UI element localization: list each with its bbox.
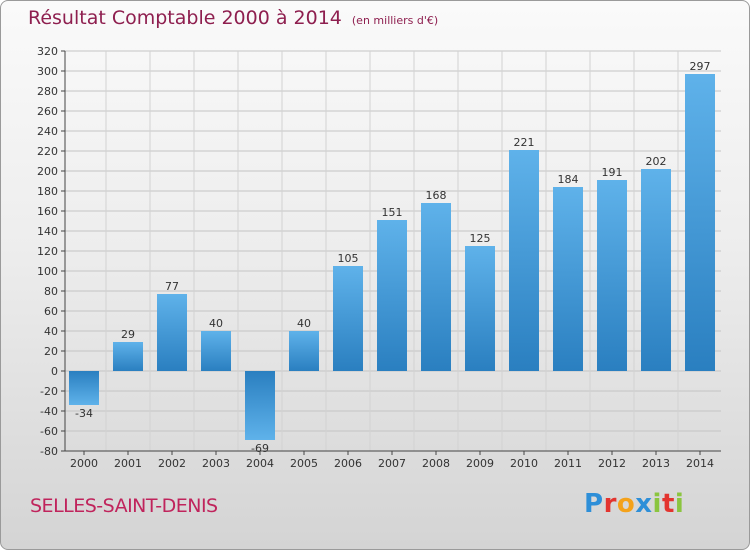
y-tick-label: 160: [37, 205, 58, 218]
y-tick-label: 40: [44, 325, 58, 338]
y-tick-label: 0: [51, 365, 58, 378]
logo-letter: P: [584, 489, 604, 519]
data-label: 221: [514, 136, 535, 149]
data-labels: -34 29 77 40 -69 40 105 151 168 125 221 184 191 202 29…: [75, 60, 710, 455]
y-tick-label: 280: [37, 85, 58, 98]
logo-letter: x: [635, 489, 653, 519]
bar-2010[interactable]: [509, 150, 539, 371]
y-tick-label: -20: [40, 385, 58, 398]
bar-2013[interactable]: [641, 169, 671, 371]
y-tick-label: 180: [37, 185, 58, 198]
y-tick-label: 140: [37, 225, 58, 238]
y-tick-label: 60: [44, 305, 58, 318]
bar-2005[interactable]: [289, 331, 319, 371]
x-tick-label: 2001: [114, 457, 142, 470]
bar-2011[interactable]: [553, 187, 583, 371]
data-label: -69: [251, 442, 269, 455]
x-axis: 2000 2001 2002 2003 2004 2005 2006 2007 2008 2009…: [65, 450, 721, 470]
x-tick-label: 2004: [246, 457, 274, 470]
x-tick-label: 2008: [422, 457, 450, 470]
x-tick-label: 2003: [202, 457, 230, 470]
x-tick-label: 2002: [158, 457, 186, 470]
y-tick-label: 80: [44, 285, 58, 298]
logo-letter: o: [616, 489, 636, 519]
x-tick-label: 2013: [642, 457, 670, 470]
y-tick-label: 300: [37, 65, 58, 78]
data-label: 184: [558, 173, 579, 186]
data-label: -34: [75, 407, 93, 420]
data-label: 151: [382, 206, 403, 219]
y-tick-label: 120: [37, 245, 58, 258]
x-tick-label: 2014: [686, 457, 714, 470]
data-label: 191: [602, 166, 623, 179]
data-label: 77: [165, 280, 179, 293]
place-name: SELLES-SAINT-DENIS: [30, 495, 218, 517]
x-tick-label: 2012: [598, 457, 626, 470]
x-tick-label: 2011: [554, 457, 582, 470]
proxiti-logo[interactable]: Proxiti: [584, 489, 684, 519]
data-label: 125: [470, 232, 491, 245]
bar-2014[interactable]: [685, 74, 715, 371]
chart-title: Résultat Comptable 2000 à 2014 (en millie…: [28, 7, 438, 29]
data-label: 202: [646, 155, 667, 168]
y-tick-label: 100: [37, 265, 58, 278]
bar-2007[interactable]: [377, 220, 407, 371]
x-tick-label: 2005: [290, 457, 318, 470]
bar-2000[interactable]: [69, 371, 99, 405]
y-tick-label: 260: [37, 105, 58, 118]
data-label: 105: [338, 252, 359, 265]
y-tick-label: 240: [37, 125, 58, 138]
chart-subtitle: (en milliers d'€): [351, 14, 439, 27]
y-tick-label: 20: [44, 345, 58, 358]
bar-2001[interactable]: [113, 342, 143, 371]
bar-2009[interactable]: [465, 246, 495, 371]
data-label: 297: [690, 60, 711, 73]
bars: [69, 74, 715, 440]
bar-2003[interactable]: [201, 331, 231, 371]
bar-2008[interactable]: [421, 203, 451, 371]
x-tick-label: 2006: [334, 457, 362, 470]
data-label: 168: [426, 189, 447, 202]
logo-letter: i: [652, 489, 662, 519]
bar-2004[interactable]: [245, 371, 275, 440]
y-tick-label: 320: [37, 45, 58, 58]
x-tick-label: 2010: [510, 457, 538, 470]
y-axis: -80 -60 -40 -20 0 20 40 60 80 100 120 140 160 180 200 2…: [37, 45, 66, 458]
y-tick-label: -80: [40, 445, 58, 458]
x-tick-label: 2000: [70, 457, 98, 470]
data-label: 40: [297, 317, 311, 330]
data-label: 29: [121, 328, 135, 341]
y-tick-label: 220: [37, 145, 58, 158]
y-tick-label: 200: [37, 165, 58, 178]
logo-letter: i: [674, 489, 685, 519]
y-tick-label: -60: [40, 425, 58, 438]
x-tick-label: 2007: [378, 457, 406, 470]
bar-2012[interactable]: [597, 180, 627, 371]
bar-2006[interactable]: [333, 266, 363, 371]
logo-letter: t: [661, 489, 675, 519]
data-label: 40: [209, 317, 223, 330]
chart-title-text: Résultat Comptable 2000 à 2014: [28, 7, 342, 29]
logo-letter: r: [603, 489, 617, 519]
y-tick-label: -40: [40, 405, 58, 418]
x-tick-label: 2009: [466, 457, 494, 470]
bar-2002[interactable]: [157, 294, 187, 371]
